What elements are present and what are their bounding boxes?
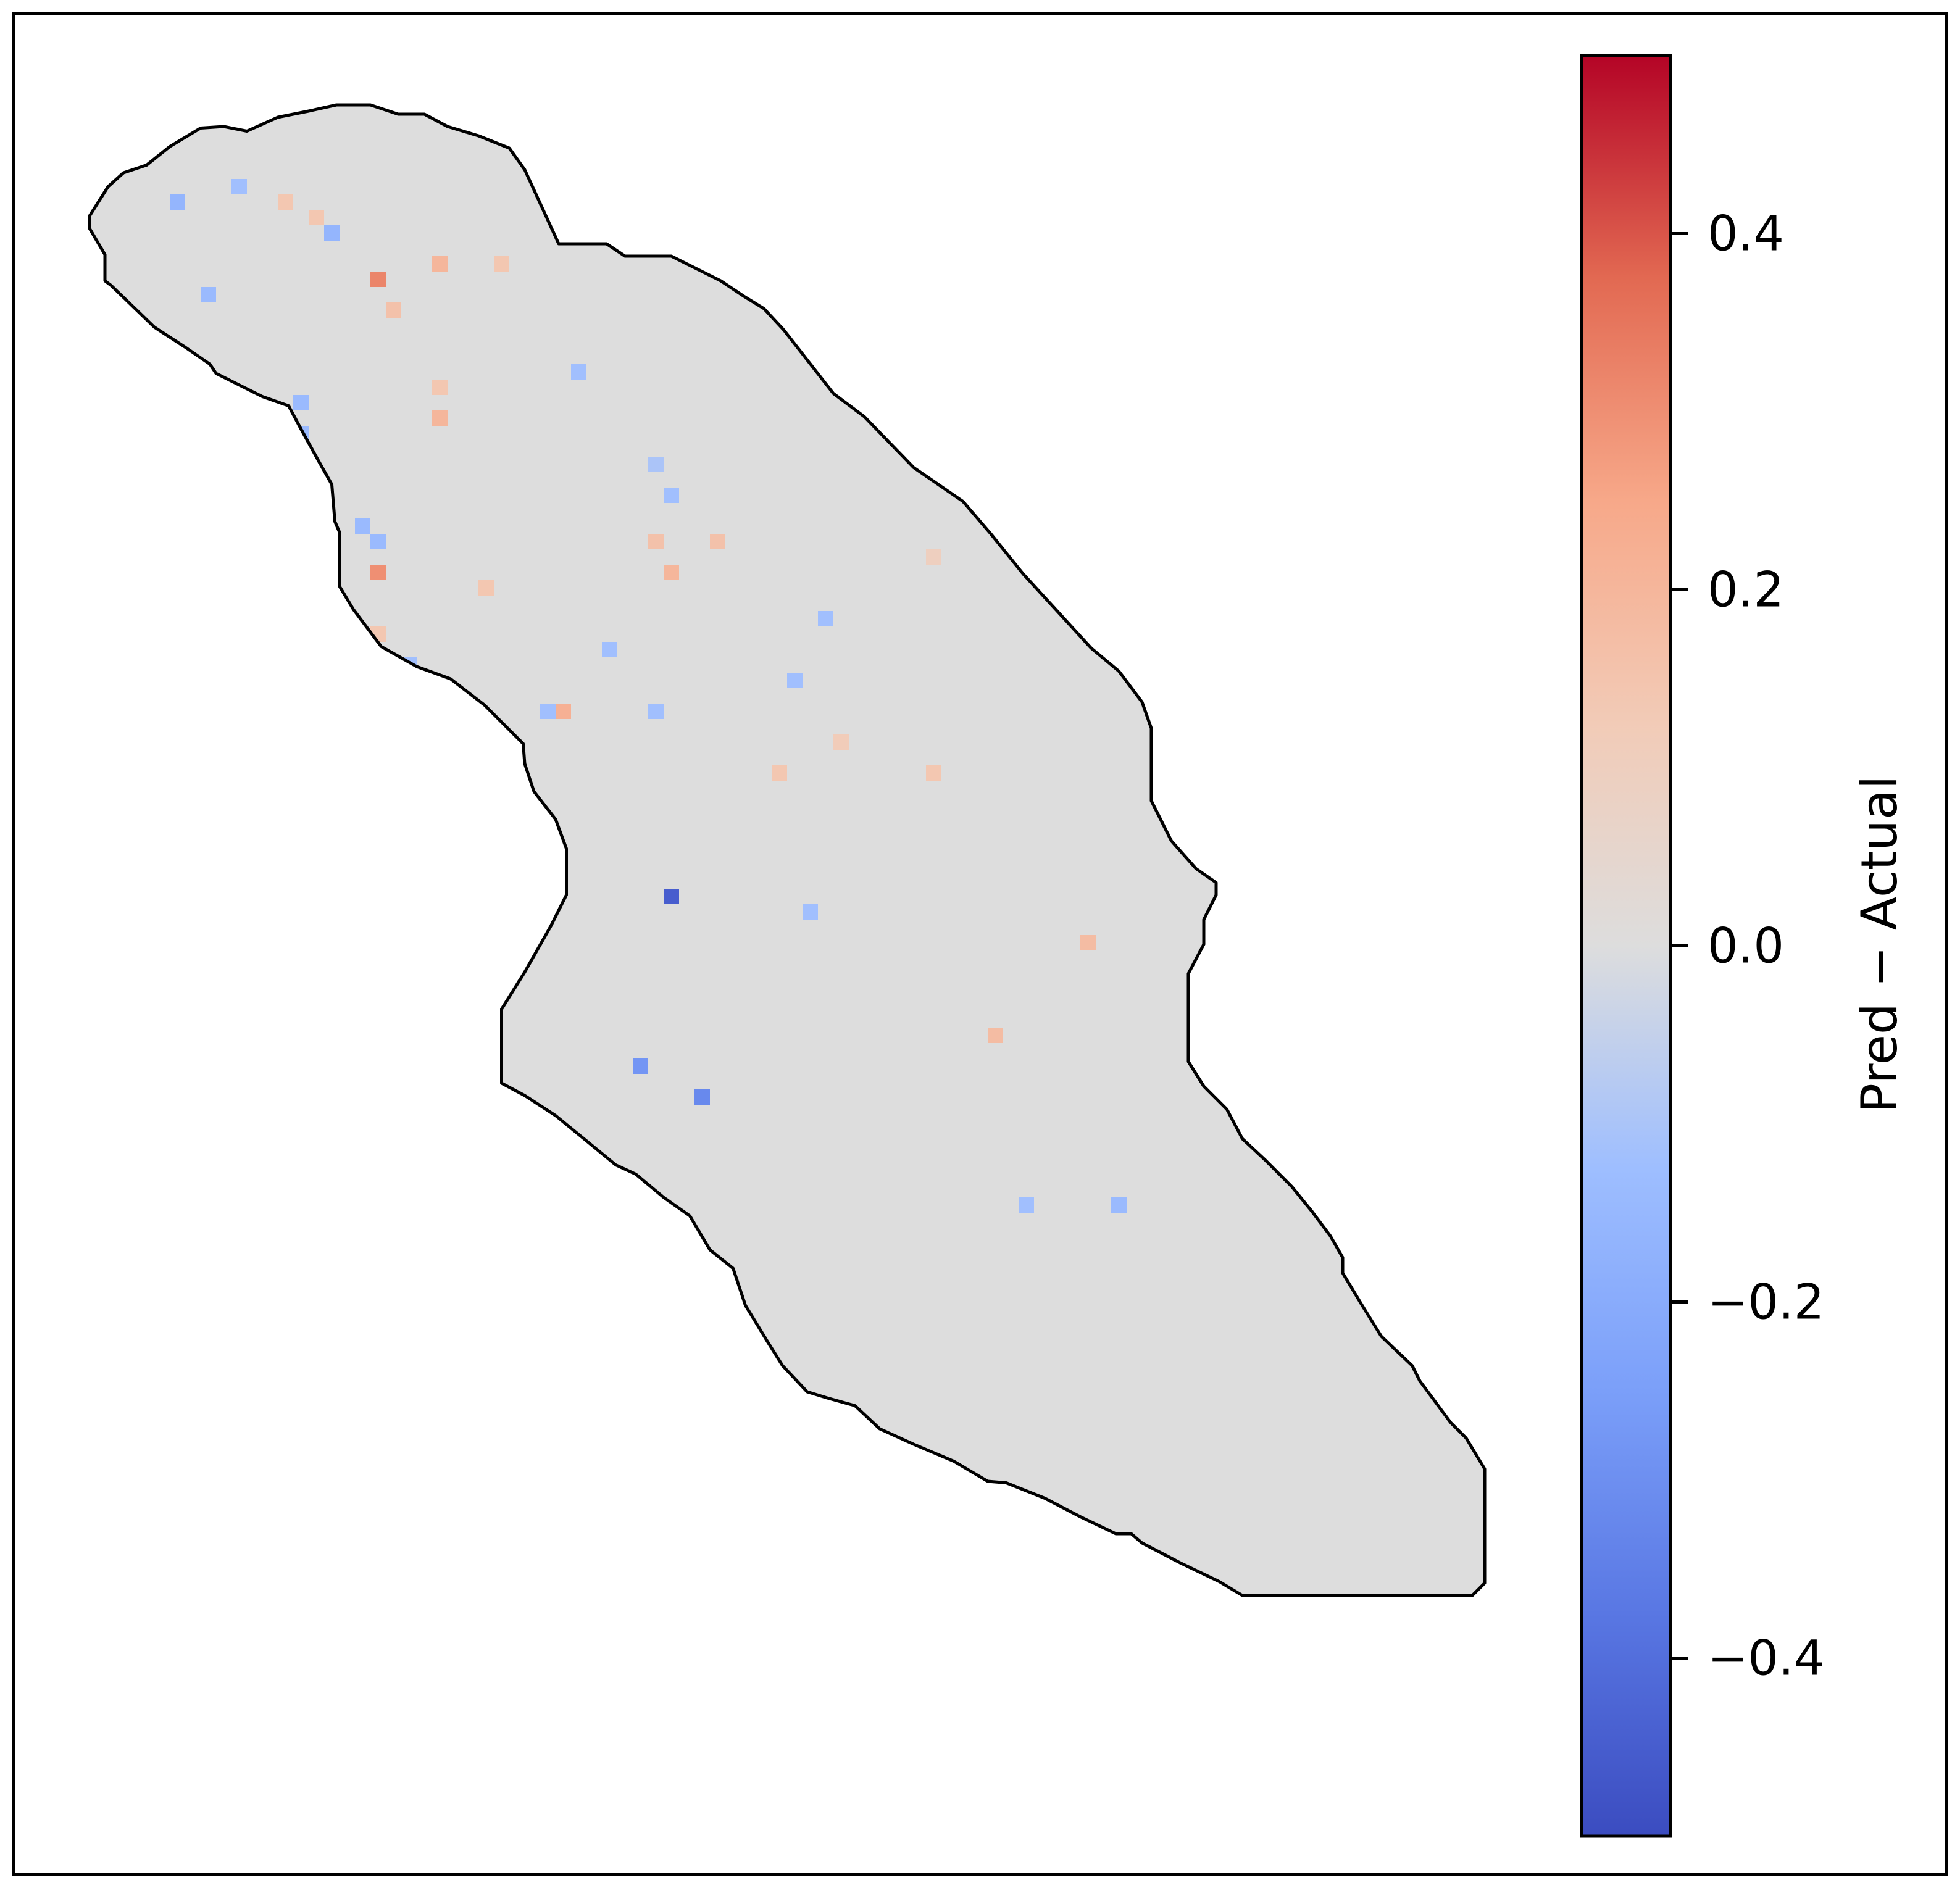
residual-cell — [386, 302, 401, 318]
residual-cell — [648, 704, 664, 719]
residual-cell — [803, 904, 818, 920]
residual-cell — [370, 565, 386, 580]
residual-cells — [170, 179, 1127, 1213]
colorbar: 0.4 0.2 0.0 −0.2 −0.4 Pred − Actual — [1580, 54, 1908, 1838]
residual-cell — [648, 534, 664, 549]
residual-cell — [370, 272, 386, 287]
colorbar-tick-label: 0.0 — [1708, 919, 1784, 975]
residual-cell — [988, 1028, 1003, 1043]
residual-cell — [278, 194, 293, 210]
residual-cell — [432, 256, 448, 272]
region-outline — [88, 103, 1487, 1597]
residual-cell — [1111, 1197, 1127, 1213]
map-area — [88, 103, 1487, 1597]
residual-cell — [293, 395, 309, 410]
residual-cell — [1080, 935, 1096, 950]
residual-cell — [926, 549, 941, 565]
residual-cell — [324, 225, 340, 241]
residual-cell — [664, 488, 679, 503]
residual-cell — [556, 704, 571, 719]
residual-cell — [571, 364, 586, 380]
residual-cell — [664, 565, 679, 580]
colorbar-tick-label: 0.2 — [1708, 563, 1784, 618]
residual-cell — [1019, 1197, 1034, 1213]
residual-cell — [478, 580, 494, 596]
region-fill — [90, 105, 1485, 1595]
residual-cell — [710, 534, 725, 549]
residual-cell — [170, 194, 185, 210]
residual-cell — [432, 410, 448, 426]
residual-cell — [818, 611, 833, 626]
colorbar-tick-label: 0.4 — [1708, 207, 1784, 262]
colorbar-tick-label: −0.2 — [1708, 1275, 1824, 1331]
residual-cell — [664, 889, 679, 904]
residual-cell — [833, 734, 849, 750]
colorbar-gradient — [1580, 54, 1672, 1838]
residual-cell — [355, 518, 370, 534]
residual-cell — [494, 256, 509, 272]
residual-cell — [370, 534, 386, 549]
residual-cell — [926, 765, 941, 781]
residual-cell — [309, 210, 324, 225]
residual-cell — [602, 642, 617, 657]
residual-cell — [772, 765, 787, 781]
residual-cell — [432, 380, 448, 395]
residual-cell — [633, 1058, 648, 1074]
residual-cell — [540, 704, 556, 719]
colorbar-label: Pred − Actual — [1851, 776, 1908, 1113]
colorbar-tick-label: −0.4 — [1708, 1631, 1824, 1687]
residual-cell — [694, 1089, 710, 1105]
colorbar-ticks: 0.4 0.2 0.0 −0.2 −0.4 — [1670, 207, 1824, 1687]
residual-cell — [648, 457, 664, 472]
residual-cell — [201, 287, 216, 302]
residual-cell — [787, 673, 803, 688]
residual-cell — [231, 179, 247, 194]
